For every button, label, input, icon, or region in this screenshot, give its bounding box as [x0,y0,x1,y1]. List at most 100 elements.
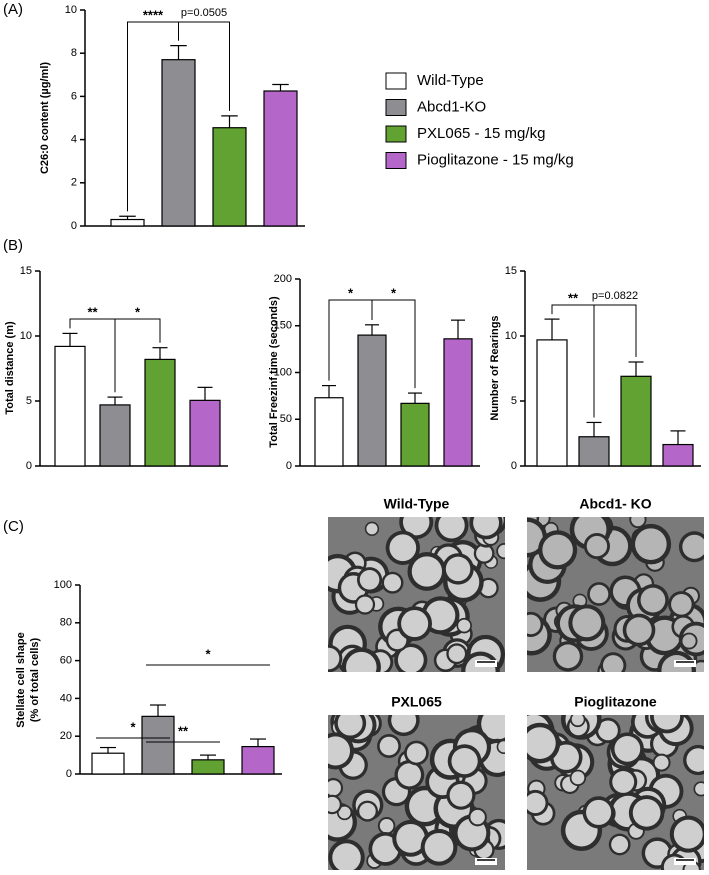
axon [635,528,667,560]
micrograph [328,715,505,870]
axon [449,783,473,807]
panel-label: (B) [3,237,23,254]
axon [379,736,399,756]
bar [99,404,131,467]
y-tick-label: 20 [60,730,72,742]
significance-label: * [135,304,141,319]
axon [480,579,497,596]
scale-bar-bg [475,660,497,667]
axon [682,534,704,559]
panel-label: (A) [3,1,23,18]
significance-bracket [114,318,161,393]
bar [314,397,344,467]
axon [682,634,696,648]
axon [527,614,541,635]
y-tick-label: 100 [274,366,292,378]
axon [654,755,669,770]
y-tick-label: 60 [60,655,72,667]
axon [451,747,478,775]
significance-label: * [130,719,136,734]
axon [411,556,443,587]
y-tick-label: 10 [20,330,32,342]
axon [612,770,635,793]
legend-label: PXL065 - 15 mg/kg [417,125,545,142]
axon [391,715,417,733]
axon [328,736,351,766]
scale-bar-bg [674,660,696,667]
y-axis-label: C26:0 content (µg/ml) [39,62,51,174]
significance-label: ** [87,304,98,319]
legend-label: Wild-Type [417,72,484,89]
axon [332,843,361,870]
y-tick-label: 0 [66,768,72,780]
axon [397,647,424,672]
micrograph [527,715,704,870]
bar [536,339,568,467]
micrograph-title: Wild-Type [384,496,450,512]
y-tick-label: 5 [26,395,32,407]
axon [328,647,340,670]
bar [141,715,175,775]
bar [400,402,430,467]
y-tick-label: 40 [60,692,72,704]
axon [473,517,500,536]
y-tick-label: 8 [71,47,77,59]
axon [328,796,340,813]
axon [598,720,618,741]
axon [498,741,505,753]
legend-label: Pioglitazone - 15 mg/kg [417,151,574,168]
axon [396,823,426,853]
axon [438,517,465,539]
axon [328,780,341,796]
y-tick-label: 50 [280,413,292,425]
axon [338,806,351,819]
axon [379,818,394,833]
y-axis-label: Total Freezinf time (seconds) [268,296,280,448]
bar [91,752,125,775]
axon [556,644,580,669]
axon [632,798,661,827]
axon [671,594,692,615]
y-axis-label: Total distance (m) [4,321,16,415]
y-tick-label: 0 [286,460,292,472]
axon [571,771,585,785]
axon [359,569,380,590]
significance-bracket [371,299,416,389]
axon [602,655,624,672]
axon [611,836,629,853]
scale-bar-bg [674,858,696,865]
y-tick-label: 6 [71,90,77,102]
axon [574,595,586,607]
y-tick-label: 2 [71,177,77,189]
bar [443,338,473,467]
legend-swatch [385,125,407,143]
y-tick-label: 10 [505,330,517,342]
axon [476,545,493,562]
significance-label: p=0.0822 [592,290,638,302]
axon [389,534,417,562]
axon [589,584,609,604]
y-tick-label: 15 [505,265,517,277]
axon [402,517,430,536]
axon [586,535,608,557]
legend-swatch [385,99,407,116]
scale-bar-bg [475,858,497,865]
axon [346,651,377,672]
significance-label: * [348,285,354,300]
axon [357,596,373,613]
axon [673,819,703,849]
bar [54,345,86,467]
axon [406,743,427,763]
axon [661,655,692,672]
y-tick-label: 0 [71,220,77,232]
micrograph-title: PXL065 [391,694,442,710]
significance-label: * [205,646,211,661]
significance-label: **** [143,7,164,22]
significance-label: ** [568,290,579,305]
axon [359,802,376,820]
legend-swatch [385,152,407,169]
bar [620,375,652,467]
bar [241,745,275,775]
axon [448,645,465,662]
axon [572,608,602,638]
